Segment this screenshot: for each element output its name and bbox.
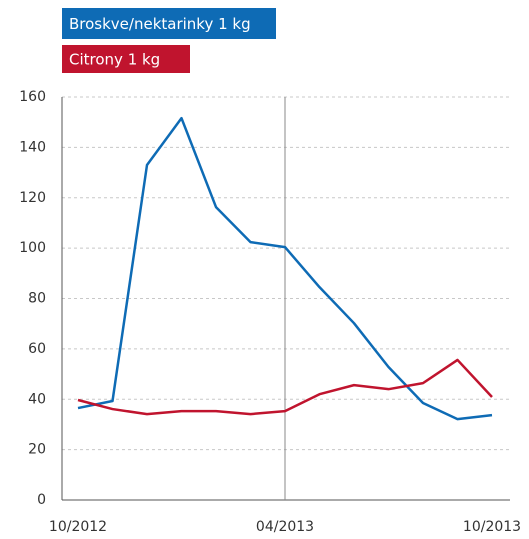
legend-text: Broskve/nektarinky 1 kg (69, 15, 251, 33)
y-tick-label: 40 (28, 391, 46, 407)
y-tick-label: 120 (19, 190, 46, 206)
y-tick-label: 80 (28, 291, 46, 307)
x-tick-label: 10/2013 (463, 519, 521, 535)
x-tick-label: 10/2012 (49, 519, 107, 535)
legend-text: Citrony 1 kg (69, 51, 160, 69)
y-tick-label: 0 (37, 492, 46, 508)
series-line (77, 116, 493, 421)
y-tick-label: 20 (28, 442, 46, 458)
legend-swatch (62, 45, 190, 73)
x-tick-label: 04/2013 (256, 519, 314, 535)
y-tick-label: 100 (19, 240, 46, 256)
legend-swatch (62, 8, 276, 39)
y-tick-label: 140 (19, 139, 46, 155)
y-tick-label: 160 (19, 89, 46, 105)
y-tick-label: 60 (28, 341, 46, 357)
series-line (77, 358, 493, 416)
